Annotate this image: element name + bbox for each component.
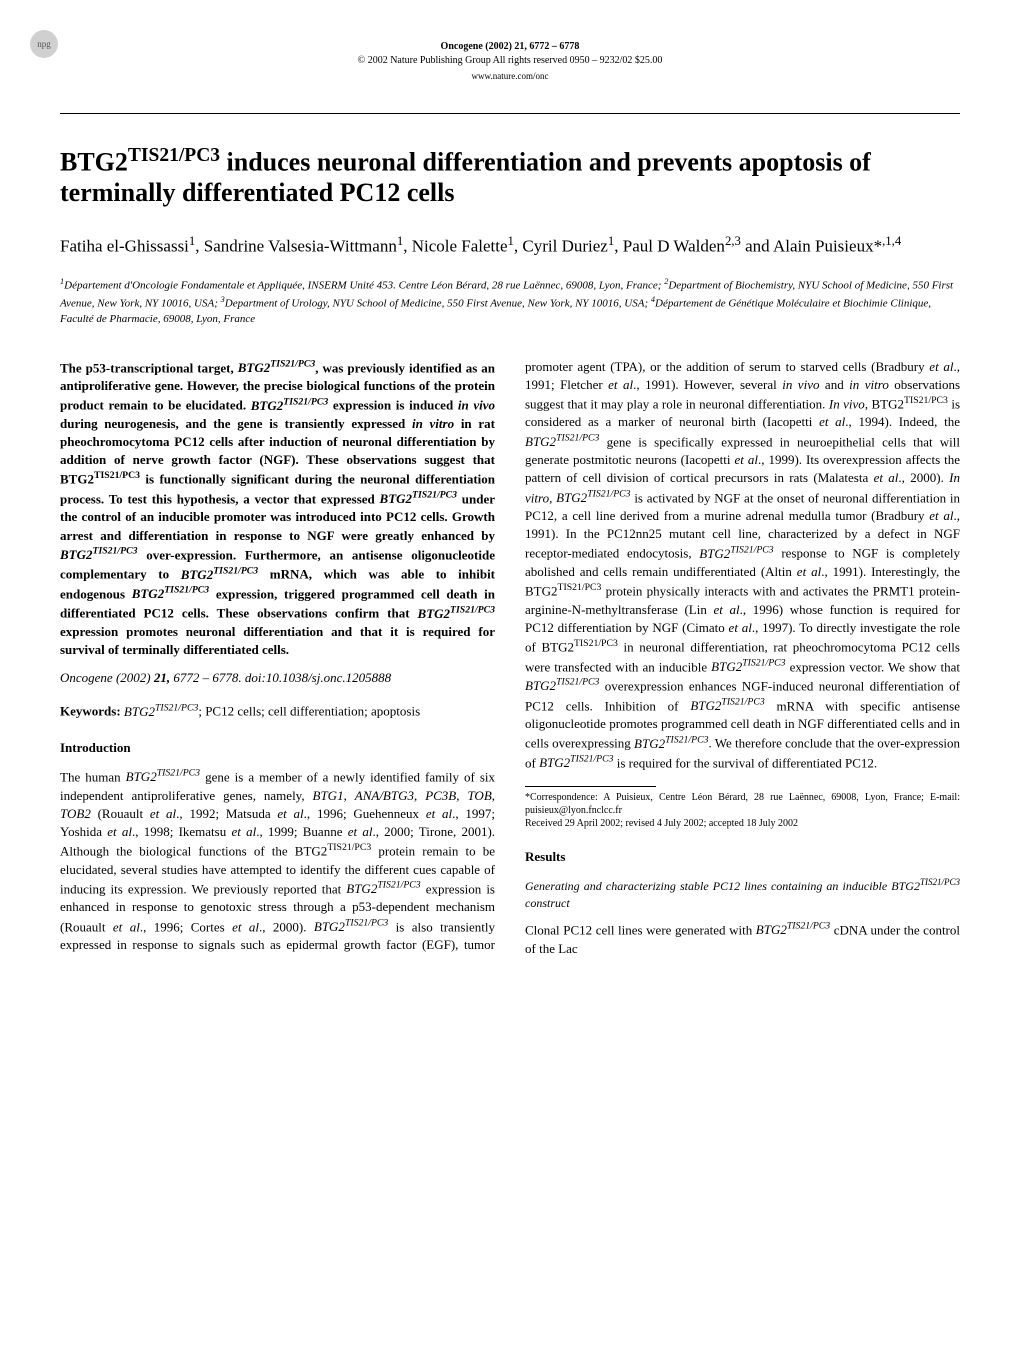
received-footnote: Received 29 April 2002; revised 4 July 2… <box>525 817 960 830</box>
publisher-badge: npg <box>30 30 58 58</box>
header-rule <box>60 113 960 114</box>
copyright-line: © 2002 Nature Publishing Group All right… <box>60 54 960 68</box>
correspondence-footnote: *Correspondence: A Puisieux, Centre Léon… <box>525 791 960 817</box>
footnote-rule <box>525 786 656 787</box>
section-heading-results: Results <box>525 848 960 866</box>
authors-line: Fatiha el-Ghissassi1, Sandrine Valsesia-… <box>60 233 960 258</box>
keywords: Keywords: BTG2TIS21/PC3; PC12 cells; cel… <box>60 701 495 721</box>
abstract: The p53-transcriptional target, BTG2TIS2… <box>60 358 495 660</box>
article-title: BTG2TIS21/PC3 induces neuronal different… <box>60 144 960 209</box>
body-columns: The p53-transcriptional target, BTG2TIS2… <box>60 358 960 961</box>
journal-line: Oncogene (2002) 21, 6772 – 6778 <box>60 40 960 54</box>
citation-line: Oncogene (2002) 21, 6772 – 6778. doi:10.… <box>60 669 495 687</box>
journal-url: www.nature.com/onc <box>60 70 960 83</box>
journal-header: Oncogene (2002) 21, 6772 – 6778 © 2002 N… <box>60 40 960 83</box>
results-paragraph: Clonal PC12 cell lines were generated wi… <box>525 920 960 958</box>
affiliations: 1Département d'Oncologie Fondamentale et… <box>60 276 960 327</box>
results-subheading: Generating and characterizing stable PC1… <box>525 876 960 912</box>
section-heading-introduction: Introduction <box>60 739 495 757</box>
